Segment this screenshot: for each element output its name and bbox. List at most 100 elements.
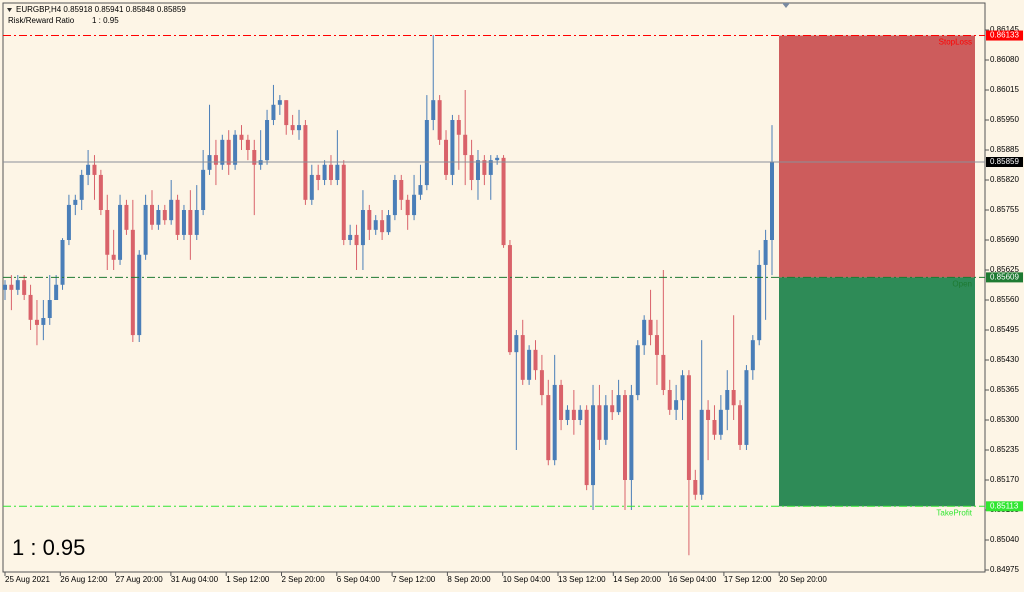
candle-body <box>245 139 250 150</box>
candle-body <box>284 100 289 126</box>
candle-body <box>367 210 372 230</box>
candle-body <box>527 349 532 380</box>
x-tick-label: 14 Sep 20:00 <box>613 575 661 584</box>
candle-body <box>469 155 474 180</box>
collapse-icon[interactable] <box>7 8 12 12</box>
candle-body <box>54 284 59 300</box>
candle-body <box>60 240 65 285</box>
candle-body <box>750 340 755 371</box>
x-tick-label: 10 Sep 04:00 <box>503 575 551 584</box>
level-price-label: 0.85113 <box>990 501 1019 510</box>
candle-body <box>124 204 129 230</box>
candle-body <box>514 335 519 353</box>
candle-body <box>233 134 238 165</box>
x-tick-label: 25 Aug 2021 <box>5 575 50 584</box>
candle-body <box>239 134 244 140</box>
x-tick-label: 1 Sep 12:00 <box>226 575 270 584</box>
shift-marker[interactable] <box>782 3 790 8</box>
candle-body <box>552 384 557 461</box>
y-tick-label: 0.84975 <box>990 565 1019 574</box>
candle-body <box>130 229 135 336</box>
candle-body <box>150 204 155 225</box>
candle-body <box>546 395 551 461</box>
y-tick-label: 0.85495 <box>990 325 1019 334</box>
candle-body <box>501 157 506 246</box>
candle-body <box>642 319 647 346</box>
candle-body <box>226 139 231 165</box>
candle-body <box>169 199 174 221</box>
candle-body <box>34 319 39 325</box>
candle-body <box>15 280 20 290</box>
candle-body <box>405 199 410 216</box>
y-tick-label: 0.85235 <box>990 445 1019 454</box>
last-price-label: 0.85859 <box>990 157 1019 166</box>
candle-body <box>597 405 602 440</box>
candle-body <box>674 400 679 410</box>
candle-body <box>463 134 468 156</box>
candle-body <box>616 395 621 413</box>
candle-body <box>162 210 167 221</box>
risk-zone <box>779 35 975 278</box>
candle-body <box>28 294 33 320</box>
y-tick-label: 0.85430 <box>990 355 1019 364</box>
last-price-box <box>986 157 1023 167</box>
candle-body <box>111 254 116 260</box>
candle-body <box>591 405 596 486</box>
candle-body <box>73 199 78 205</box>
candle-body <box>399 180 404 200</box>
x-tick-label: 8 Sep 20:00 <box>447 575 491 584</box>
candle-body <box>194 210 199 235</box>
y-tick-label: 0.85040 <box>990 535 1019 544</box>
candle-body <box>143 204 148 255</box>
candle-body <box>450 120 455 175</box>
level-name: TakeProfit <box>936 508 972 517</box>
candle-body <box>79 174 84 200</box>
candle-body <box>316 174 321 180</box>
candle-body <box>571 409 576 420</box>
candle-body <box>66 204 71 240</box>
x-tick-label: 16 Sep 04:00 <box>669 575 717 584</box>
y-tick-label: 0.85560 <box>990 295 1019 304</box>
y-tick-label: 0.85170 <box>990 475 1019 484</box>
candle-body <box>520 335 525 380</box>
candle-body <box>328 164 333 180</box>
candle-body <box>341 164 346 240</box>
candle-body <box>495 157 500 161</box>
y-tick-label: 0.85820 <box>990 175 1019 184</box>
candle-body <box>437 100 442 140</box>
y-tick-label: 0.85690 <box>990 235 1019 244</box>
candle-body <box>188 210 193 235</box>
candle-body <box>629 395 634 480</box>
candle-body <box>648 319 653 336</box>
candle-body <box>9 284 14 290</box>
x-tick-label: 13 Sep 12:00 <box>558 575 606 584</box>
candle-body <box>380 220 385 233</box>
candle-body <box>322 164 327 180</box>
x-tick-label: 7 Sep 12:00 <box>392 575 436 584</box>
candle-body <box>475 160 480 180</box>
x-tick-label: 17 Sep 12:00 <box>724 575 772 584</box>
candle-body <box>373 220 378 230</box>
candle-body <box>699 409 704 495</box>
candle-body <box>444 139 449 175</box>
candle-body <box>290 125 295 131</box>
candle-body <box>271 104 276 120</box>
candle-body <box>297 125 302 131</box>
x-tick-label: 26 Aug 12:00 <box>60 575 108 584</box>
candle-body <box>693 480 698 495</box>
candle-body <box>731 390 736 406</box>
candle-body <box>584 409 589 486</box>
candle-body <box>661 354 666 390</box>
level-name: StopLoss <box>939 38 972 47</box>
candle-body <box>98 174 103 210</box>
level-price-box <box>986 501 1023 512</box>
y-tick-label: 0.86015 <box>990 85 1019 94</box>
candle-body <box>559 384 564 420</box>
candle-body <box>156 210 161 225</box>
risk-zone <box>779 277 975 507</box>
candle-body <box>354 234 359 246</box>
candle-body <box>610 405 615 413</box>
candle-body <box>86 164 91 175</box>
level-price-box <box>986 272 1023 283</box>
